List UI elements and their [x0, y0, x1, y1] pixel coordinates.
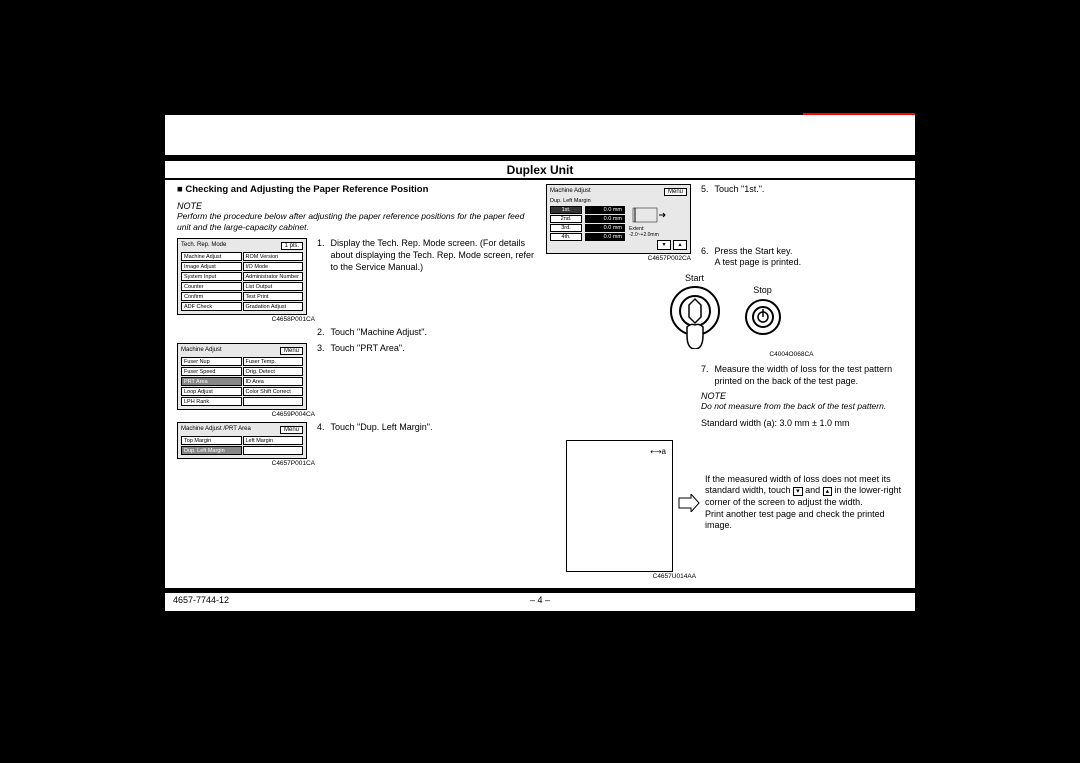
- down-icon: ▾: [793, 487, 803, 496]
- document-page: Duplex Unit Checking and Adjusting the P…: [165, 115, 915, 611]
- fig2-caption: C4659P004CA: [177, 411, 317, 418]
- fig3-panel: Machine Adjust /PRT Area Menu Top Margin…: [177, 422, 307, 459]
- fig1-caption: C4658P001CA: [177, 316, 317, 323]
- up-icon: ▴: [823, 487, 833, 496]
- fig2-panel: Machine Adjust Menu Fuser NupFuser Temp.…: [177, 343, 307, 410]
- test-page-figure: ⟷a: [566, 440, 673, 572]
- step-text: Display the Tech. Rep. Mode screen. (For…: [331, 238, 534, 273]
- arrow-right-icon: [677, 494, 701, 512]
- fig6-caption: C4657U014AA: [546, 573, 698, 580]
- note-text: Perform the procedure below after adjust…: [177, 211, 534, 232]
- fig4-panel: Machine Adjust Menu Dup. Left Margin 1st…: [546, 184, 691, 254]
- step8-text: If the measured width of loss does not m…: [705, 474, 903, 532]
- note-label: NOTE: [177, 201, 534, 211]
- step-num: 1.: [317, 238, 325, 273]
- note2-text: Do not measure from the back of the test…: [701, 401, 903, 412]
- footer: 4657-7744-12 – 4 –: [165, 593, 915, 611]
- standard-width: Standard width (a): 3.0 mm ± 1.0 mm: [701, 418, 903, 430]
- fig1-panel: Tech. Rep. Mode 1 pls. Machine AdjustROM…: [177, 238, 307, 315]
- left-column: Checking and Adjusting the Paper Referen…: [171, 184, 540, 580]
- fig5-caption: C4004O068CA: [634, 351, 816, 358]
- start-stop-figure: Start Stop: [652, 273, 797, 351]
- fig3-caption: C4657P001CA: [177, 460, 317, 467]
- right-column: Machine Adjust Menu Dup. Left Margin 1st…: [540, 184, 909, 580]
- start-button-icon: [667, 285, 723, 349]
- page-number: – 4 –: [530, 595, 550, 605]
- note2-label: NOTE: [701, 391, 903, 401]
- stop-button-icon: [743, 297, 783, 337]
- section-heading: Checking and Adjusting the Paper Referen…: [177, 184, 534, 195]
- fig4-caption: C4657P002CA: [546, 255, 693, 262]
- doc-number: 4657-7744-12: [173, 595, 229, 605]
- page-title: Duplex Unit: [165, 163, 915, 177]
